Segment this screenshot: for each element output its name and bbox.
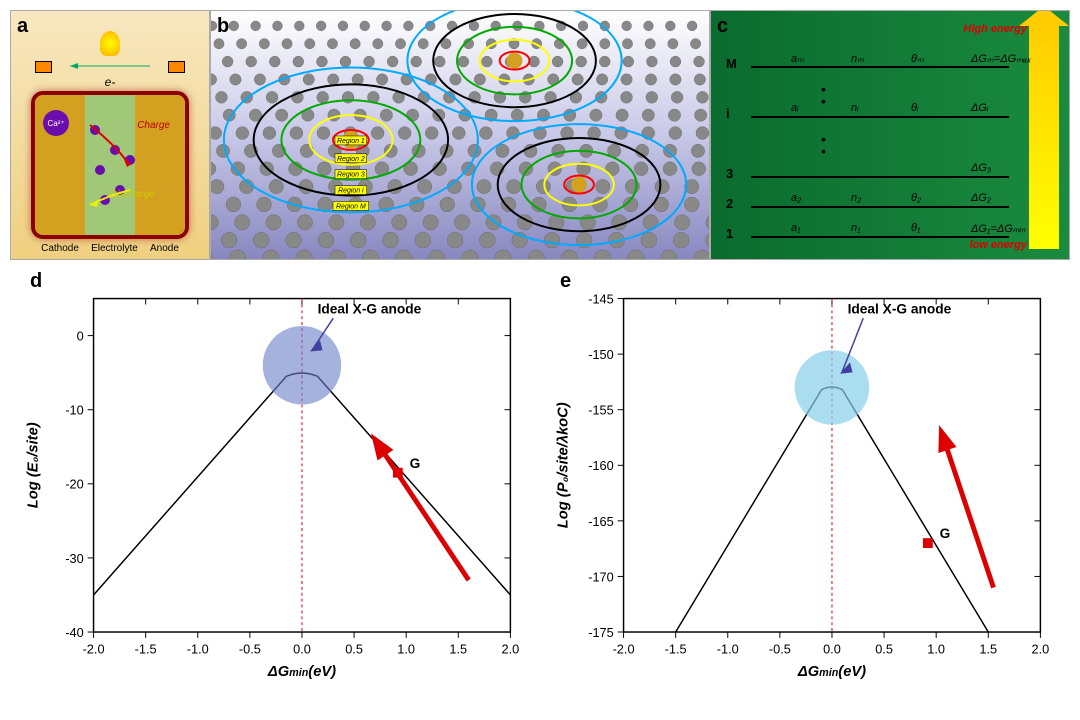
svg-text:G: G [410, 456, 421, 471]
svg-text:Ideal X-G anode: Ideal X-G anode [848, 301, 952, 316]
panel-c-energy-levels: c High energy low energy MaₘnₘθₘΔGₘ=ΔGₘₐ… [710, 10, 1070, 260]
cathode-label: Cathode [41, 243, 79, 254]
svg-text:-0.5: -0.5 [239, 642, 261, 657]
svg-text:1.5: 1.5 [449, 642, 467, 657]
svg-text:ΔGmin(eV): ΔGmin(eV) [797, 664, 866, 680]
ring-cluster-3 [472, 124, 686, 245]
svg-text:Region 2: Region 2 [337, 156, 365, 163]
svg-text:-10: -10 [65, 403, 83, 418]
svg-text:-1.0: -1.0 [187, 642, 209, 657]
svg-text:-40: -40 [65, 625, 83, 640]
svg-text:1.0: 1.0 [397, 642, 415, 657]
svg-text:-170: -170 [588, 569, 614, 584]
svg-text:-0.5: -0.5 [769, 642, 791, 657]
svg-text:Region M: Region M [336, 203, 366, 210]
battery-body: Ca²⁺ Charge Discharge [31, 91, 189, 239]
anode-label: Anode [150, 243, 179, 254]
chart-d-container: d -2.0-1.5-1.0-0.50.00.51.01.52.0-40-30-… [10, 260, 540, 710]
svg-text:0: 0 [77, 329, 84, 344]
panel-b-graphene: b Region 1 Region 2 Region [210, 10, 710, 260]
terminal-left [35, 61, 52, 73]
terminals [35, 61, 185, 73]
panel-d-label: d [30, 270, 42, 293]
atoms [211, 21, 709, 259]
svg-text:-165: -165 [588, 514, 614, 529]
svg-text:2.0: 2.0 [1032, 642, 1050, 657]
svg-text:-160: -160 [588, 458, 614, 473]
svg-text:0.0: 0.0 [823, 642, 841, 657]
svg-text:ΔGmin(eV): ΔGmin(eV) [267, 664, 336, 680]
chart-e-container: e -2.0 -1.5 -1.0 -0.5 0.0 0.5 1.0 1.5 2.0 -175 -17… [540, 260, 1070, 710]
energy-arrow-icon [1029, 21, 1059, 249]
electron-label: e- [105, 75, 116, 89]
panel-b-label: b [217, 15, 229, 38]
svg-text:-1.5: -1.5 [135, 642, 157, 657]
svg-text:Region i: Region i [338, 188, 364, 195]
lightbulb-icon [100, 31, 120, 56]
panel-de-row: d -2.0-1.5-1.0-0.50.00.51.01.52.0-40-30-… [10, 260, 1070, 710]
ca-ion-label: Ca²⁺ [43, 110, 69, 136]
cathode: Ca²⁺ [35, 95, 85, 235]
svg-text:0.5: 0.5 [875, 642, 893, 657]
electrolyte-label: Electrolyte [91, 243, 138, 254]
svg-text:-30: -30 [65, 551, 83, 566]
svg-text:0.5: 0.5 [345, 642, 363, 657]
svg-text:Ideal X-G anode: Ideal X-G anode [318, 301, 422, 316]
svg-text:-175: -175 [588, 625, 614, 640]
ring-cluster-1: Region 1 Region 2 Region 3 Region i Regi… [224, 68, 478, 213]
figure-grid: a e- Ca²⁺ Charge Discharge [10, 10, 1070, 710]
anode [135, 95, 185, 235]
svg-text:-145: -145 [588, 291, 614, 306]
chart-e-svg: -2.0 -1.5 -1.0 -0.5 0.0 0.5 1.0 1.5 2.0 -175 -170 -… [550, 270, 1060, 690]
panel-a-battery: a e- Ca²⁺ Charge Discharge [10, 10, 210, 260]
electrolyte: Charge Discharge [85, 95, 135, 235]
terminal-right [168, 61, 185, 73]
svg-text:-2.0: -2.0 [613, 642, 635, 657]
charge-arrow-label: Charge [137, 120, 170, 131]
high-energy-label: High energy [963, 23, 1027, 35]
svg-text:-1.0: -1.0 [717, 642, 739, 657]
svg-text:-150: -150 [588, 347, 614, 362]
panel-a-label: a [17, 15, 28, 38]
electrode-labels: Cathode Electrolyte Anode [35, 243, 185, 254]
svg-text:G: G [940, 526, 951, 541]
svg-text:-20: -20 [65, 477, 83, 492]
wire-arrow [60, 61, 160, 71]
svg-text:0.0: 0.0 [293, 642, 311, 657]
svg-text:Region 1: Region 1 [337, 138, 365, 145]
svg-text:-1.5: -1.5 [665, 642, 687, 657]
panel-e-label: e [560, 270, 571, 293]
svg-text:1.0: 1.0 [927, 642, 945, 657]
svg-text:Log (P₀/site/λkoC): Log (P₀/site/λkoC) [556, 402, 572, 528]
svg-text:-155: -155 [588, 403, 614, 418]
low-energy-label: low energy [970, 239, 1027, 251]
chart-d-svg: -2.0 -1.5 -1.0 -0.5 0.0 0.5 1.0 1.5 2.0 -40 -30 -20… [20, 270, 530, 690]
graphene-svg: Region 1 Region 2 Region 3 Region i Regi… [211, 11, 709, 259]
svg-text:2.0: 2.0 [502, 642, 520, 657]
panel-c-label: c [717, 15, 728, 38]
svg-text:Log (E₀/site): Log (E₀/site) [26, 422, 42, 508]
svg-text:Region 3: Region 3 [337, 172, 365, 179]
charge-discharge-arrows [85, 95, 135, 235]
svg-text:1.5: 1.5 [979, 642, 997, 657]
svg-text:-2.0: -2.0 [83, 642, 105, 657]
